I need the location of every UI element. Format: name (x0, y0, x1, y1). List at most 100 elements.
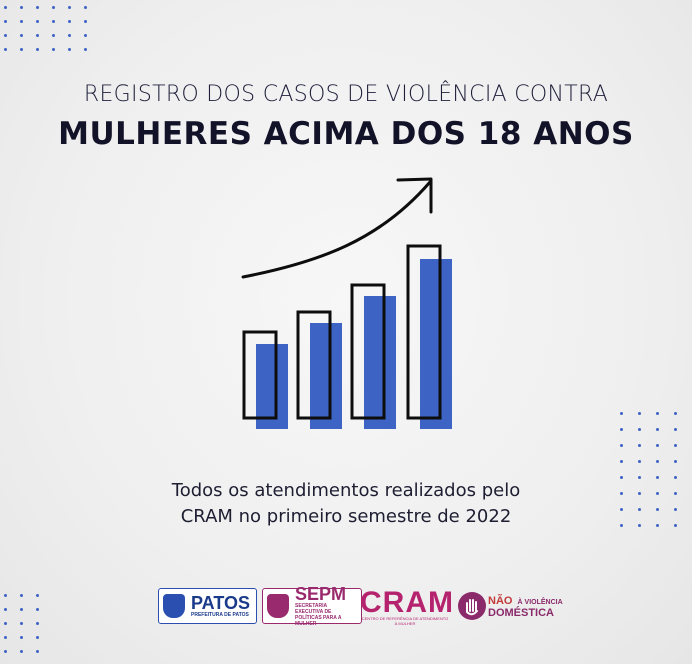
dot (36, 34, 39, 37)
campaign-word-1: NÃO (488, 595, 513, 607)
dot (36, 636, 39, 639)
dot (20, 6, 23, 9)
description: Todos os atendimentos realizados pelo CR… (0, 478, 692, 530)
bar-outline-3 (350, 283, 386, 420)
campaign-logo: NÃO À VIOLÊNCIA DOMÉSTICA (458, 586, 563, 626)
dot (674, 476, 677, 479)
dot (20, 622, 23, 625)
bar-outline-1 (242, 330, 278, 420)
dot (4, 594, 7, 597)
campaign-word-3: DOMÉSTICA (488, 607, 554, 619)
dot (674, 508, 677, 511)
bar-outline-4 (406, 244, 442, 420)
dot (674, 460, 677, 463)
dot (20, 34, 23, 37)
dot (84, 6, 87, 9)
title-line-2: MULHERES ACIMA DOS 18 ANOS (58, 116, 634, 152)
dot (4, 622, 7, 625)
dot (20, 48, 23, 51)
bars-group (242, 244, 452, 429)
title-line-1: REGISTRO DOS CASOS DE VIOLÊNCIA CONTRA (83, 82, 609, 107)
cram-name: CRAM (360, 586, 454, 619)
dot (36, 48, 39, 51)
dot (638, 444, 641, 447)
patos-crest-icon (163, 594, 185, 618)
sepm-logo: SEPM SECRETARIA EXECUTIVA DE POLÍTICAS P… (262, 584, 362, 627)
dot (68, 20, 71, 23)
dot (656, 412, 659, 415)
dot (20, 636, 23, 639)
dot (68, 48, 71, 51)
dot (674, 444, 677, 447)
dot (620, 444, 623, 447)
dot (620, 508, 623, 511)
dot (620, 428, 623, 431)
sepm-crest-icon (267, 594, 289, 618)
bar-fill-3 (364, 296, 396, 429)
dot (84, 48, 87, 51)
dot (36, 650, 39, 653)
patos-tagline: PREFEITURA DE PATOS (191, 612, 249, 618)
cram-tagline: CENTRO DE REFERÊNCIA DE ATENDIMENTO À MU… (361, 616, 449, 626)
dot (656, 460, 659, 463)
dot (656, 444, 659, 447)
dot (68, 6, 71, 9)
dot (620, 460, 623, 463)
dot (84, 34, 87, 37)
dot (674, 412, 677, 415)
dot (4, 20, 7, 23)
dot (674, 524, 677, 527)
description-line-1: Todos os atendimentos realizados pelo (171, 480, 521, 501)
dot (68, 34, 71, 37)
dot (638, 476, 641, 479)
bar-outline-2 (296, 310, 332, 420)
dot (36, 6, 39, 9)
dot (36, 608, 39, 611)
dot (20, 650, 23, 653)
dot (52, 48, 55, 51)
dot (638, 412, 641, 415)
description-line-2: CRAM no primeiro semestre de 2022 (180, 506, 512, 527)
dot (620, 492, 623, 495)
dot (52, 6, 55, 9)
bar-fill-4 (420, 259, 452, 429)
dot (4, 636, 7, 639)
dot (4, 6, 7, 9)
campaign-word-2: À VIOLÊNCIA (517, 599, 563, 606)
dot (20, 608, 23, 611)
trend-up-arrow-icon (241, 177, 433, 279)
dot (52, 20, 55, 23)
logo-strip: PATOS PREFEITURA DE PATOS SEPM SECRETARI… (0, 584, 692, 632)
bar-fill-2 (310, 323, 342, 429)
cram-logo: CRAM CENTRO DE REFERÊNCIA DE ATENDIMENTO… (360, 586, 454, 626)
dot (4, 608, 7, 611)
dot (620, 412, 623, 415)
dot (638, 508, 641, 511)
dot (36, 594, 39, 597)
dot (638, 428, 641, 431)
sepm-tagline: SECRETARIA EXECUTIVA DE POLÍTICAS PARA A… (295, 603, 342, 627)
patos-logo: PATOS PREFEITURA DE PATOS (158, 586, 258, 626)
dot (638, 492, 641, 495)
dot (36, 622, 39, 625)
dot (52, 34, 55, 37)
dot (36, 20, 39, 23)
dot (638, 524, 641, 527)
dot (620, 524, 623, 527)
dot (4, 650, 7, 653)
bar-fill-1 (256, 344, 288, 429)
dot (656, 508, 659, 511)
dot-pattern-right (600, 400, 692, 540)
dot (656, 492, 659, 495)
dot (656, 524, 659, 527)
dot (20, 20, 23, 23)
dot (656, 428, 659, 431)
dot (4, 34, 7, 37)
dot (674, 428, 677, 431)
sepm-name: SEPM (295, 584, 347, 604)
dot (656, 476, 659, 479)
dot (638, 460, 641, 463)
patos-name: PATOS (191, 593, 251, 613)
dot-pattern-top-left (0, 0, 100, 60)
